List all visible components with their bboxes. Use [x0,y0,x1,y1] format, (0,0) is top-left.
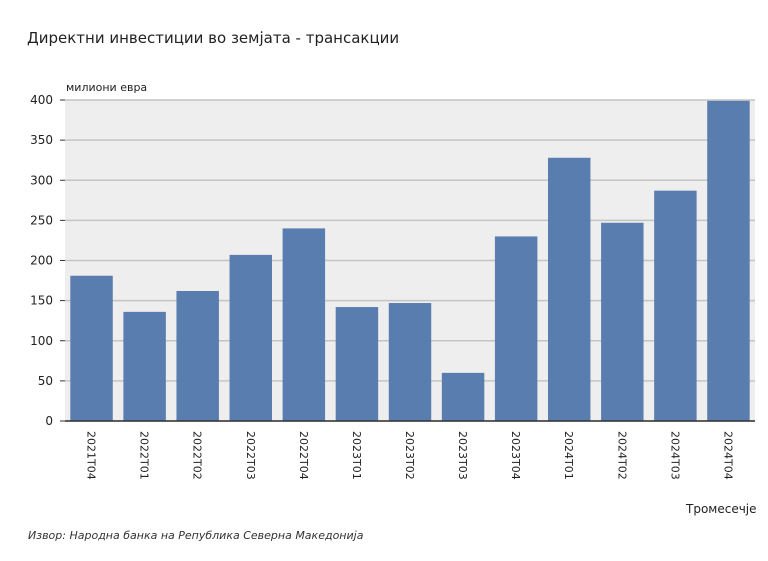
y-axis-label: милиони евра [66,81,148,94]
bar [601,222,644,421]
y-tick-label: 100 [30,334,53,348]
x-tick-label: 2023Т04 [509,431,522,480]
bar [123,311,166,421]
bar [388,303,432,421]
bar [229,254,272,421]
source-note: Извор: Народна банка на Република Северн… [28,529,364,542]
y-tick-label: 250 [30,213,53,227]
x-tick-label: 2024Т03 [668,431,681,480]
x-tick-label: 2022Т02 [191,431,204,480]
x-tick-label: 2024Т04 [721,431,734,480]
x-tick-label: 2022Т03 [244,431,257,480]
bar [441,372,485,421]
x-tick-label: 2023Т03 [456,431,469,480]
y-tick-label: 200 [30,254,53,268]
bar [654,190,697,421]
y-tick-label: 50 [38,374,53,388]
bar [282,228,326,421]
y-tick-label: 400 [30,93,53,107]
x-tick-label: 2022Т01 [138,431,151,480]
bar [548,157,591,421]
x-tick-label: 2021Т04 [85,431,98,480]
x-tick-label: 2022Т04 [297,431,310,480]
bar [176,290,219,421]
y-tick-label: 0 [45,414,53,428]
bar [335,307,379,421]
y-tick-label: 150 [30,294,53,308]
x-axis-label: Тромесечје [686,502,757,516]
bar [70,275,113,421]
y-tick-label: 350 [30,133,53,147]
bar [494,236,538,421]
x-tick-label: 2023Т02 [403,431,416,480]
x-tick-label: 2024Т01 [562,431,575,480]
x-tick-label: 2023Т01 [350,431,363,480]
bar [707,100,750,422]
x-tick-label: 2024Т02 [615,431,628,480]
chart-title: Директни инвестиции во земјата - трансак… [27,29,400,47]
y-tick-label: 300 [30,173,53,187]
